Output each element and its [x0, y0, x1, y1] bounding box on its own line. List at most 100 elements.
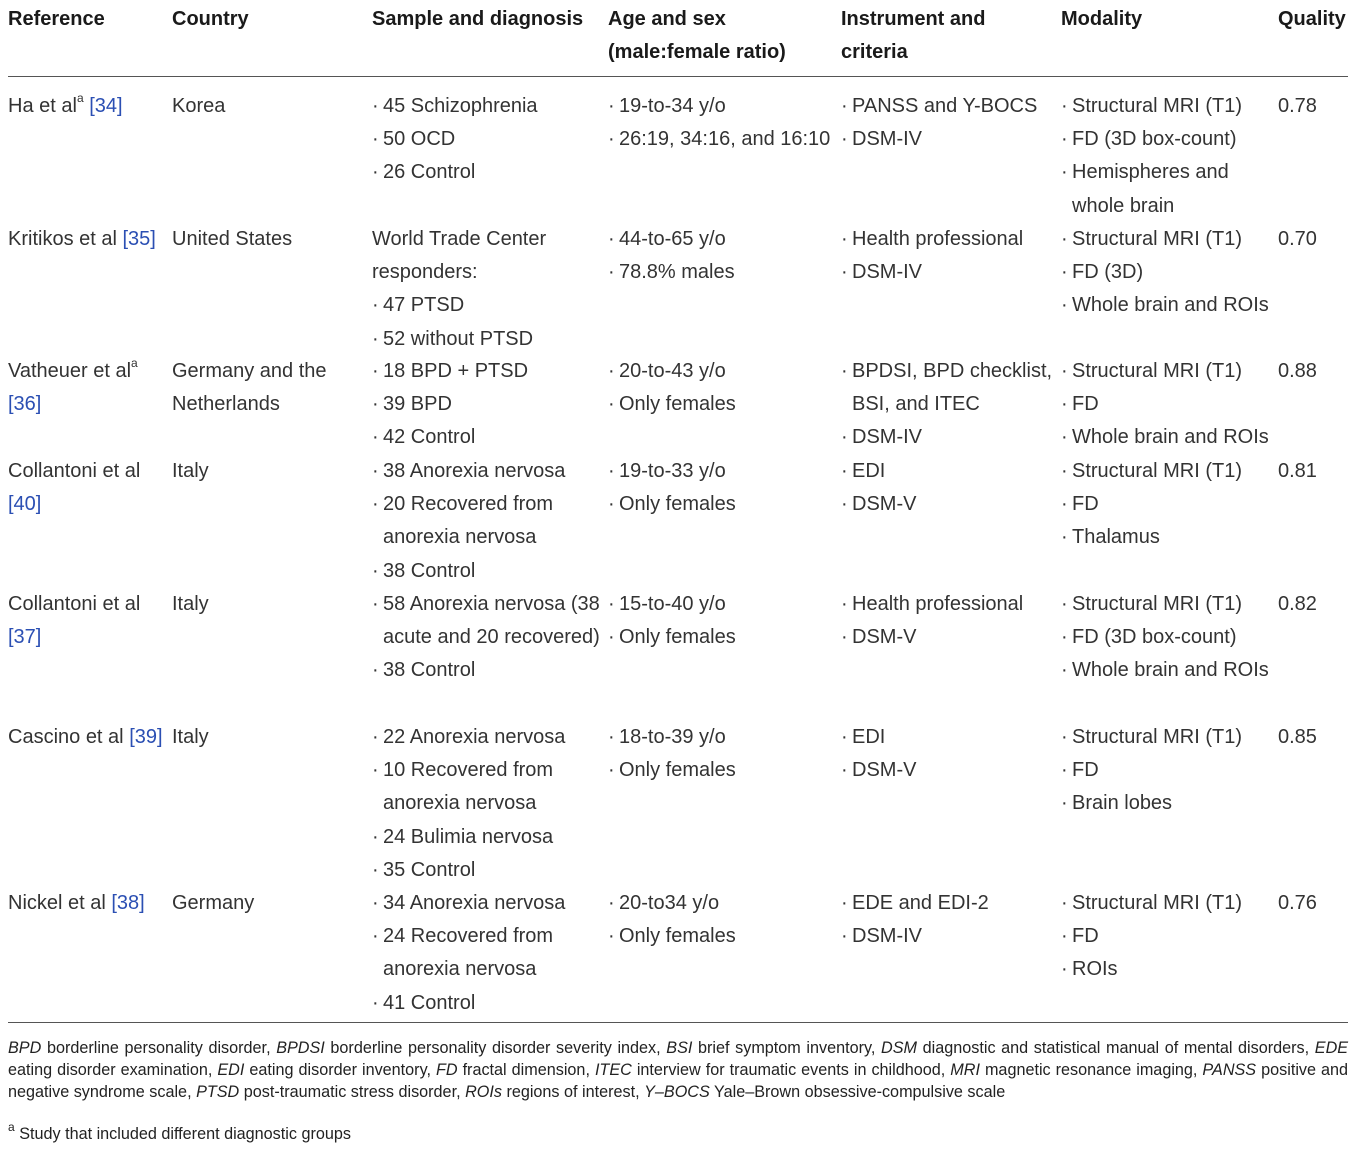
citation-link[interactable]: [34] — [89, 95, 123, 117]
abbreviation-definition: interview for traumatic events in childh… — [636, 1061, 941, 1079]
abbreviation-term: ITEC — [594, 1061, 632, 1079]
study-note-footnote: a Study that included different diagnost… — [8, 1121, 351, 1144]
instrument-cell: Health professionalDSM-IV — [841, 223, 1056, 290]
modality-item: FD (3D box-count) — [1061, 123, 1271, 156]
abbreviation-definition: borderline personality disorder severity… — [330, 1039, 657, 1057]
abbreviation-definition: diagnostic and statistical manual of men… — [922, 1039, 1305, 1057]
reference-author: Vatheuer et al — [8, 360, 132, 382]
abbreviation-definition: magnetic resonance imaging — [984, 1061, 1193, 1079]
instrument-item: DSM-V — [841, 621, 1056, 654]
modality-cell: Structural MRI (T1)FDWhole brain and ROI… — [1061, 355, 1271, 455]
citation-link[interactable]: [36] — [8, 393, 42, 416]
abbreviation-definition: regions of interest — [506, 1083, 636, 1101]
sample-item: 34 Anorexia nervosa — [372, 887, 602, 920]
country-cell: United States — [172, 228, 293, 250]
sample-item: 45 Schizophrenia — [372, 90, 602, 123]
sample-item: 42 Control — [372, 421, 602, 454]
instrument-cell: BPDSI, BPD checklist, BSI, and ITECDSM-I… — [841, 355, 1056, 455]
abbreviation-definition: eating disorder examination — [8, 1061, 208, 1079]
age-sex-item: 44-to-65 y/o — [608, 223, 838, 256]
reference-cell: Cascino et al [39] — [8, 721, 168, 754]
table-row: Collantoni et al [40]Italy38 Anorexia ne… — [8, 442, 1348, 588]
instrument-item: DSM-IV — [841, 123, 1056, 156]
modality-item: Structural MRI (T1) — [1061, 588, 1271, 621]
age-sex-cell: 18-to-39 y/oOnly females — [608, 721, 838, 788]
table-row: Collantoni et al [37]Italy58 Anorexia ne… — [8, 575, 1348, 708]
header-age: Age and sex (male:female ratio) — [608, 3, 786, 69]
reference-author: Nickel et al — [8, 892, 106, 914]
header-age-line1: Age and sex — [608, 8, 726, 30]
abbreviation-term: FD — [435, 1061, 458, 1079]
instrument-cell: EDIDSM-V — [841, 455, 1056, 522]
instrument-item: DSM-IV — [841, 256, 1056, 289]
sample-item: 24 Recovered from anorexia nervosa — [372, 920, 602, 986]
abbreviation-definition: post-traumatic stress disorder — [243, 1083, 457, 1101]
sample-cell: 58 Anorexia nervosa (38 acute and 20 rec… — [372, 588, 602, 688]
abbreviation-term: Y–BOCS — [644, 1083, 710, 1101]
instrument-item: BPDSI, BPD checklist, BSI, and ITEC — [841, 355, 1056, 421]
instrument-item: EDI — [841, 721, 1056, 754]
modality-item: ROIs — [1061, 953, 1271, 986]
age-sex-item: 26:19, 34:16, and 16:10 — [608, 123, 838, 156]
sample-item: 22 Anorexia nervosa — [372, 721, 602, 754]
header-country: Country — [172, 8, 249, 30]
table-bottom-rule — [8, 1022, 1348, 1023]
modality-cell: Structural MRI (T1)FDROIs — [1061, 887, 1271, 987]
abbreviation-entry: EDE eating disorder examination, — [8, 1039, 1349, 1079]
citation-link[interactable]: [40] — [8, 493, 42, 516]
header-instrument-line1: Instrument and — [841, 8, 986, 30]
study-table: Reference Country Sample and diagnosis A… — [8, 0, 1348, 1020]
age-sex-item: Only females — [608, 621, 838, 654]
abbreviation-term: ROIs — [465, 1083, 502, 1101]
instrument-item: EDI — [841, 455, 1056, 488]
country-cell: Germany and the Netherlands — [172, 360, 327, 416]
table-row: Nickel et al [38]Germany34 Anorexia nerv… — [8, 874, 1348, 1020]
age-sex-item: 78.8% males — [608, 256, 838, 289]
citation-link[interactable]: [38] — [111, 892, 145, 914]
sample-cell: 34 Anorexia nervosa24 Recovered from ano… — [372, 887, 602, 1020]
age-sex-item: 18-to-39 y/o — [608, 721, 838, 754]
sample-item: 24 Bulimia nervosa — [372, 821, 602, 854]
age-sex-item: Only females — [608, 388, 838, 421]
country-cell: Italy — [172, 460, 209, 482]
abbreviation-definition: fractal dimension — [462, 1061, 586, 1079]
abbreviation-entry: DSM diagnostic and statistical manual of… — [881, 1039, 1315, 1057]
reference-cell: Vatheuer et ala [36] — [8, 355, 168, 421]
citation-link[interactable]: [37] — [8, 626, 42, 649]
modality-item: FD (3D) — [1061, 256, 1271, 289]
abbreviation-definition: borderline personality disorder — [46, 1039, 267, 1057]
abbreviation-term: MRI — [950, 1061, 980, 1079]
sample-intro-line: World Trade Center — [372, 228, 547, 250]
table-row: Vatheuer et ala [36] Germany and the Neth… — [8, 342, 1348, 455]
quality-cell: 0.82 — [1278, 593, 1317, 615]
table-row: Ha et ala [34]Korea45 Schizophrenia50 OC… — [8, 77, 1348, 217]
modality-item: FD (3D box-count) — [1061, 621, 1271, 654]
header-age-line2: (male:female ratio) — [608, 41, 786, 63]
age-sex-cell: 19-to-34 y/o26:19, 34:16, and 16:10 — [608, 90, 838, 157]
modality-item: FD — [1061, 920, 1271, 953]
sample-item: 10 Recovered from anorexia nervosa — [372, 754, 602, 820]
abbreviation-entry: MRI magnetic resonance imaging, — [950, 1061, 1203, 1079]
age-sex-item: Only females — [608, 920, 838, 953]
abbreviation-entry: PTSD post-traumatic stress disorder, — [196, 1083, 466, 1101]
reference-cell: Collantoni et al [37] — [8, 588, 168, 654]
abbreviation-term: BPDSI — [276, 1039, 325, 1057]
age-sex-item: 20-to-43 y/o — [608, 355, 838, 388]
quality-cell: 0.70 — [1278, 228, 1317, 250]
abbreviation-entry: ITEC interview for traumatic events in c… — [594, 1061, 951, 1079]
header-instrument: Instrument and criteria — [841, 3, 985, 69]
sample-cell: 45 Schizophrenia50 OCD26 Control — [372, 90, 602, 190]
modality-item: Thalamus — [1061, 521, 1271, 554]
modality-item: Brain lobes — [1061, 787, 1271, 820]
instrument-item: EDE and EDI-2 — [841, 887, 1056, 920]
instrument-cell: EDIDSM-V — [841, 721, 1056, 788]
modality-item: FD — [1061, 488, 1271, 521]
sample-item: 58 Anorexia nervosa (38 acute and 20 rec… — [372, 588, 602, 654]
citation-link[interactable]: [35] — [122, 228, 156, 250]
sample-item: 41 Control — [372, 987, 602, 1020]
citation-link[interactable]: [39] — [129, 726, 163, 748]
table-header: Reference Country Sample and diagnosis A… — [8, 0, 1348, 77]
sample-cell: World Trade Center responders: 47 PTSD52 w… — [372, 223, 602, 356]
abbreviation-definition: brief symptom inventory — [698, 1039, 871, 1057]
header-quality: Quality — [1278, 8, 1346, 30]
